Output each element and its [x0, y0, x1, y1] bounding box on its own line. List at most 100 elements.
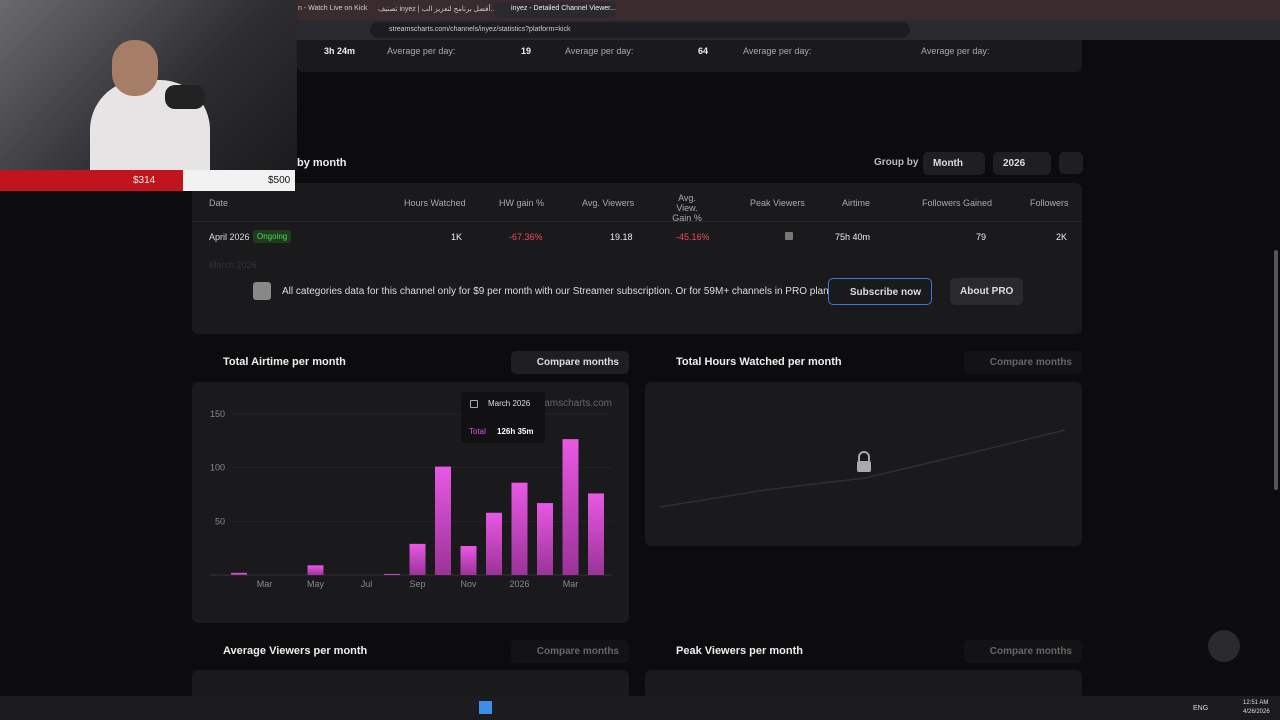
- lock-shackle: [858, 451, 870, 461]
- th: Airtime: [842, 198, 871, 208]
- panel-title: Total Airtime per month: [223, 356, 346, 368]
- x-tick-label: Nov: [460, 579, 477, 589]
- bar: [562, 439, 579, 575]
- chart-panel: streamscharts.com 50 100 150 Mar May Jul Sep No…: [192, 382, 629, 623]
- x-tick-label: Jul: [361, 579, 373, 589]
- td-faded: March 2026: [209, 260, 257, 270]
- bar: [435, 466, 451, 575]
- scrollbar: [1274, 250, 1278, 490]
- calendar-icon: [470, 400, 478, 408]
- td: -67.36%: [509, 232, 543, 242]
- td: April 2026: [209, 232, 250, 242]
- year-select[interactable]: 2026: [993, 152, 1051, 175]
- bar: [460, 546, 477, 575]
- bar: [486, 512, 502, 575]
- divider: [192, 221, 1082, 222]
- faded-line: [659, 429, 1066, 508]
- stat: 3h 24m: [324, 46, 356, 56]
- chart: streamscharts.com 50 100 150 Mar May Jul Sep No…: [210, 398, 612, 589]
- panel-title: Peak Viewers per month: [676, 645, 803, 657]
- lang: ENG: [1193, 705, 1209, 712]
- raised: $314: [133, 175, 156, 186]
- taskbar: [0, 696, 1280, 720]
- lock-icon: [785, 232, 793, 240]
- th: Hours Watched: [404, 198, 466, 208]
- td: 2K: [1056, 232, 1068, 242]
- group-by-label: Group by: [874, 157, 919, 168]
- x-tick-label: Mar: [563, 579, 579, 589]
- panel-title: Total Hours Watched per month: [676, 356, 842, 368]
- stats-row: [297, 40, 1082, 72]
- about-pro-button[interactable]: About PRO: [950, 278, 1023, 305]
- section-title: by month: [297, 157, 347, 169]
- locked-chart-art: [659, 429, 1066, 508]
- active-tab-bg: [494, 2, 616, 18]
- bar: [409, 543, 426, 575]
- bar: [588, 493, 604, 575]
- panel: [645, 670, 1082, 700]
- bar: [537, 503, 553, 575]
- compare-button[interactable]: Compare months: [964, 351, 1082, 374]
- tooltip-title: March 2026: [488, 399, 531, 408]
- th: HW gain %: [499, 198, 545, 208]
- paywall-text: All categories data for this channel onl…: [282, 286, 832, 297]
- bar: [511, 482, 528, 575]
- lock-icon: [253, 282, 271, 300]
- webcam-face: [112, 40, 158, 96]
- group-select[interactable]: Month: [923, 152, 985, 175]
- stat-label: Average per day:: [921, 46, 990, 56]
- x-tick-label: Sep: [409, 579, 425, 589]
- url: streamscharts.com/channels/inyez/statist…: [389, 26, 571, 33]
- url-field[interactable]: [370, 22, 910, 38]
- th: Avg. Viewers: [582, 198, 635, 208]
- th: Avg. View. Gain %: [672, 193, 702, 223]
- stat-label: Average per day:: [387, 46, 456, 56]
- td: -45.16%: [676, 232, 710, 242]
- goal: $500: [268, 175, 291, 186]
- compare-button[interactable]: Compare months: [511, 351, 629, 374]
- stat-label: Average per day:: [743, 46, 812, 56]
- download-button[interactable]: [1059, 152, 1083, 174]
- td: 79: [976, 232, 987, 242]
- scroll-top-button[interactable]: [1208, 630, 1240, 662]
- compare-button[interactable]: Compare months: [511, 640, 629, 663]
- th: Followers Gained: [922, 198, 993, 208]
- subscribe-button[interactable]: Subscribe now: [828, 278, 932, 305]
- x-tick-label: 2026: [509, 579, 529, 589]
- th: Peak Viewers: [750, 198, 805, 208]
- start-button[interactable]: [479, 701, 492, 714]
- watermark: streamscharts.com: [528, 398, 612, 409]
- bar: [307, 565, 324, 575]
- tooltip: March 2026 Total 126h 35m: [461, 392, 545, 443]
- tab[interactable]: n - Watch Live on Kick: [298, 5, 368, 12]
- panel: [192, 670, 629, 700]
- bar: [231, 572, 247, 575]
- x-tick-label: Mar: [257, 579, 273, 589]
- bar: [384, 573, 400, 575]
- y-tick-label: 50: [215, 516, 225, 526]
- td: 1K: [451, 232, 463, 242]
- table-panel: [192, 183, 1082, 334]
- webcam: [0, 0, 297, 170]
- lock-icon: [857, 461, 871, 472]
- x-tick-label: May: [307, 579, 325, 589]
- td: 75h 40m: [835, 232, 871, 242]
- tab[interactable]: تصنيف inyez | أفضل برنامج لتعزيز الب...: [378, 6, 496, 13]
- y-tick-label: 100: [210, 463, 225, 473]
- clock-time: 12:51 AM: [1243, 700, 1269, 706]
- tab-strip: [0, 0, 1280, 20]
- stat: 64: [698, 46, 709, 56]
- compare-button[interactable]: Compare months: [964, 640, 1082, 663]
- locked-chart: [645, 382, 1082, 546]
- tooltip-label: Total: [469, 427, 486, 436]
- clock-date: 4/26/2026: [1243, 709, 1270, 715]
- stat-label: Average per day:: [565, 46, 634, 56]
- panel-title: Average Viewers per month: [223, 645, 368, 657]
- badge: Ongoing: [253, 230, 292, 243]
- tab[interactable]: inyez - Detailed Channel Viewer...: [511, 5, 616, 12]
- tooltip-value: 126h 35m: [497, 427, 534, 436]
- stat: 19: [521, 46, 532, 56]
- td: 19.18: [610, 232, 633, 242]
